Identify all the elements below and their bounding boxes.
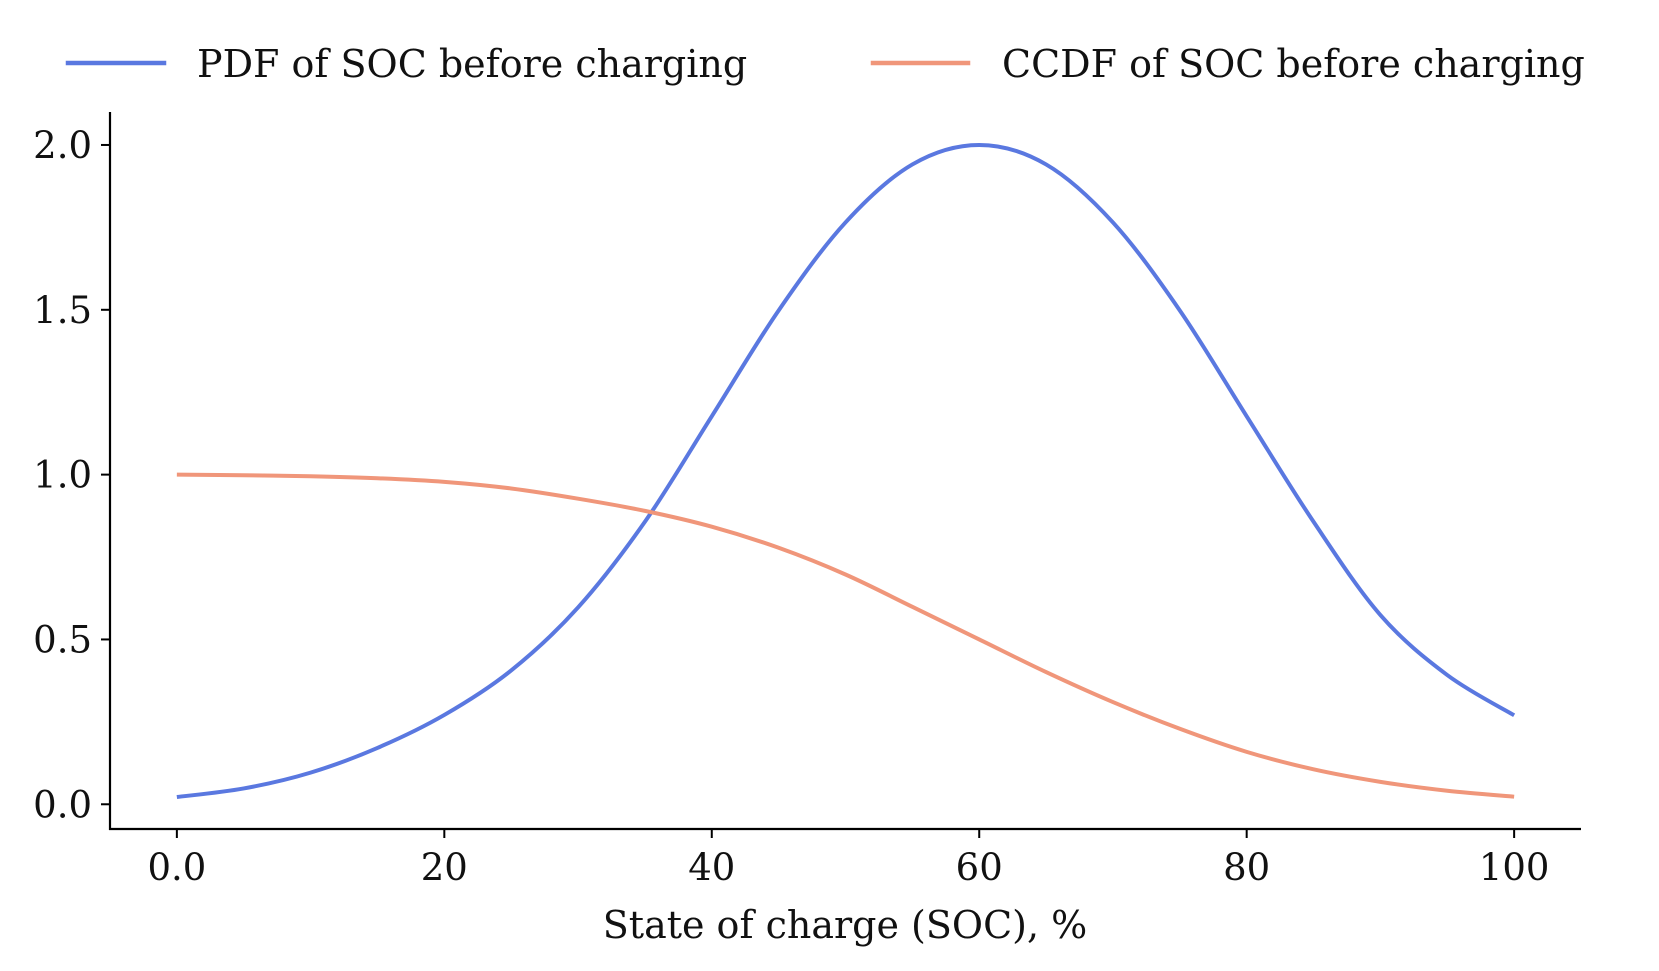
x-axis-label: State of charge (SOC), %	[603, 903, 1087, 947]
legend-label-pdf: PDF of SOC before charging	[197, 42, 747, 86]
ccdf-line	[176, 472, 1515, 799]
x-ticks: 0.0 20 40 60 80 100	[147, 829, 1549, 889]
plot-series	[176, 142, 1516, 800]
x-tick-label: 80	[1223, 846, 1270, 889]
x-tick-label: 0.0	[147, 846, 206, 889]
y-tick-label: 0.0	[33, 783, 92, 826]
x-tick-label: 100	[1479, 846, 1550, 889]
y-tick-label: 1.5	[33, 289, 92, 332]
y-tick-label: 0.5	[33, 618, 92, 661]
x-tick-label: 60	[956, 846, 1003, 889]
x-tick-label: 20	[421, 846, 468, 889]
pdf-line	[176, 142, 1516, 800]
x-tick-label: 40	[688, 846, 735, 889]
y-ticks: 0.0 0.5 1.0 1.5 2.0	[33, 124, 110, 826]
legend-label-ccdf: CCDF of SOC before charging	[1002, 42, 1585, 86]
y-tick-label: 2.0	[33, 124, 92, 167]
legend: PDF of SOC before charging CCDF of SOC b…	[65, 42, 1585, 86]
axes: 0.0 20 40 60 80 100 0.0 0.5 1.0 1.5 2.0	[33, 112, 1581, 889]
y-tick-label: 1.0	[33, 454, 92, 497]
